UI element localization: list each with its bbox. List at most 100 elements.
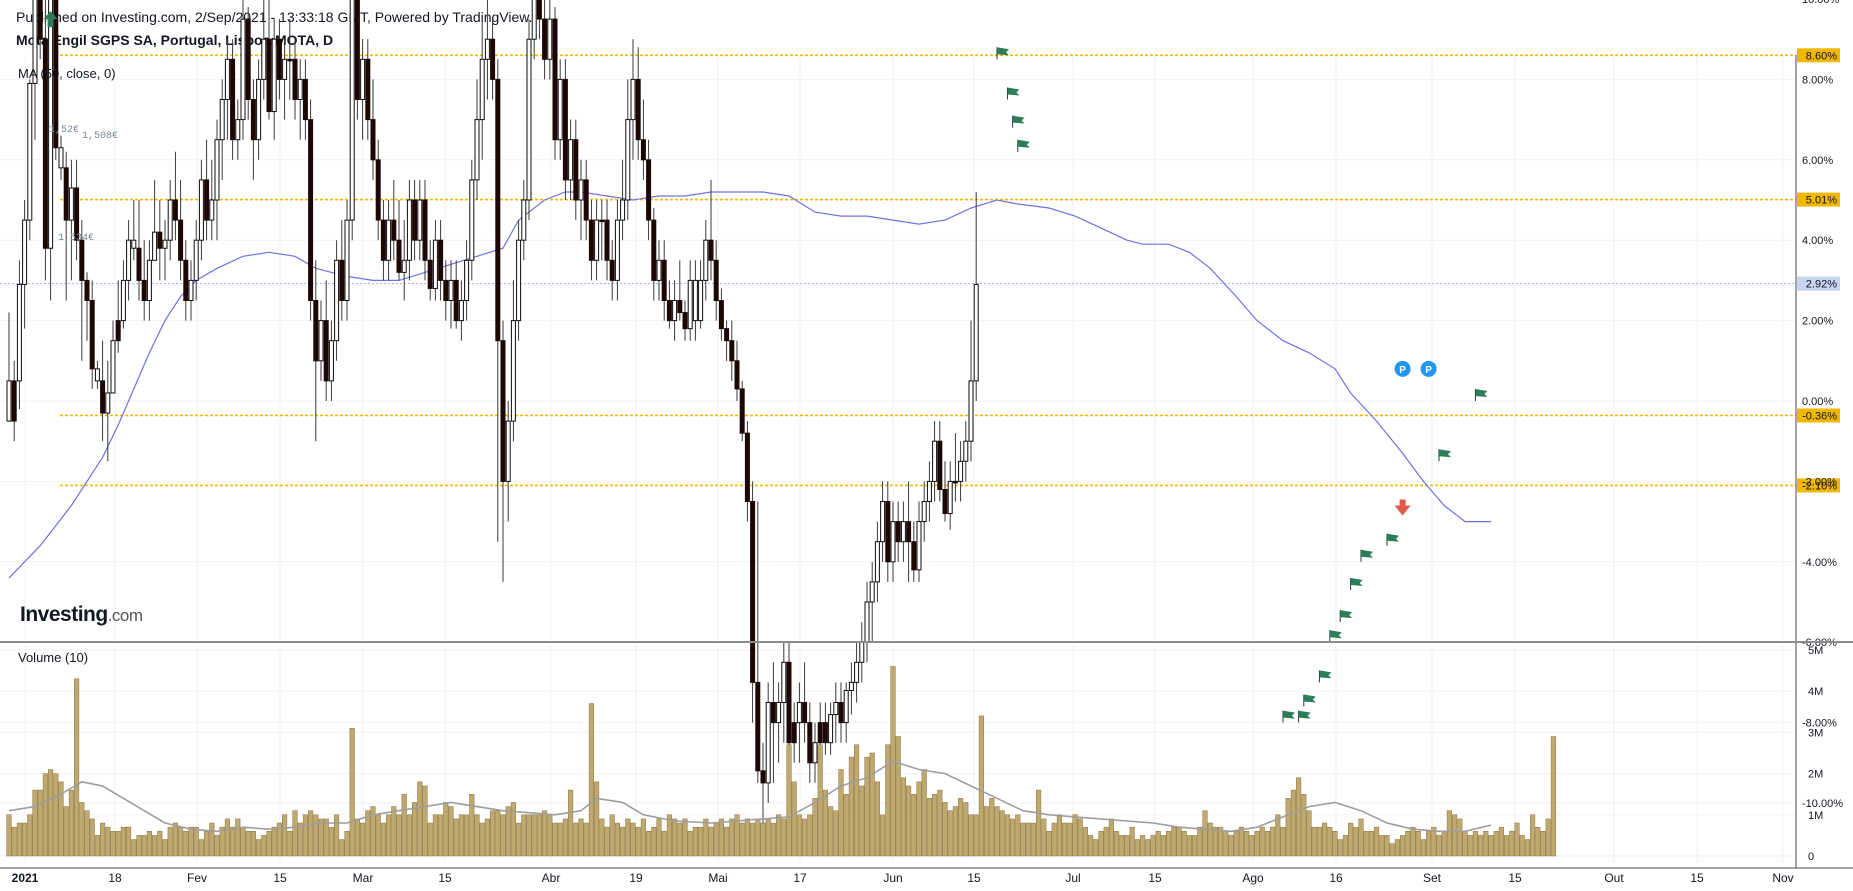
volume-tick-label: 2M (1808, 769, 1823, 781)
volume-bar (276, 822, 282, 857)
candle-body (375, 159, 381, 221)
volume-bar (198, 839, 204, 857)
volume-bar (1056, 814, 1062, 857)
volume-bar (973, 814, 979, 857)
volume-bar (214, 835, 220, 857)
candle-body (890, 521, 896, 563)
investing-logo[interactable]: Investing.com (20, 603, 143, 627)
candle-body (916, 521, 922, 571)
candle-body (235, 119, 241, 141)
volume-bar (1509, 831, 1515, 857)
volume-bar (932, 793, 938, 857)
volume-tick-label: 5M (1808, 645, 1823, 657)
volume-bar (822, 789, 828, 857)
candle-body (146, 259, 152, 301)
volume-bar (869, 752, 875, 857)
candle-body (880, 501, 886, 543)
candle-body (666, 300, 672, 322)
volume-bar (1296, 777, 1302, 857)
candle-body (588, 219, 594, 261)
volume-bar (609, 814, 615, 857)
candle-body (900, 521, 906, 543)
candle-body (37, 0, 43, 40)
volume-bar (422, 785, 428, 857)
volume-bar (947, 810, 953, 857)
volume-bar (240, 826, 246, 857)
candle-body (344, 219, 350, 302)
volume-indicator-label[interactable]: Volume (10) (18, 650, 89, 665)
candle-body (401, 259, 407, 273)
x-tick-label: Ago (1242, 871, 1264, 885)
volume-bar (1332, 831, 1338, 857)
volume-bar (297, 822, 303, 857)
volume-bar (1478, 835, 1484, 857)
volume-bar (765, 818, 771, 857)
volume-bar (859, 785, 865, 857)
candle-body (11, 380, 17, 422)
candle-body (822, 722, 828, 744)
volume-bar (526, 814, 532, 857)
volume-bar (542, 810, 548, 857)
volume-bar (1150, 835, 1156, 857)
volume-bar (37, 789, 43, 857)
volume-bar (48, 769, 54, 857)
volume-bar (308, 810, 314, 857)
logo-main: Investing (20, 603, 108, 626)
candle-body (921, 501, 927, 523)
price-indicator-label[interactable]: MA (50, close, 0) (18, 66, 116, 81)
volume-bar (318, 818, 324, 857)
candle-body (22, 219, 28, 285)
candle-body (188, 279, 194, 301)
candle-body (276, 38, 282, 80)
volume-bar (750, 822, 756, 857)
candle-body (282, 58, 288, 80)
volume-bar (1493, 831, 1499, 857)
candle-body (16, 283, 22, 382)
volume-bar (614, 822, 620, 857)
candle-body (937, 440, 943, 490)
volume-bar (1483, 831, 1489, 857)
candle-body (568, 139, 574, 181)
candle-body (427, 259, 433, 289)
volume-bar (1186, 835, 1192, 857)
x-tick-label: Mar (353, 871, 374, 885)
volume-bar (1077, 818, 1083, 857)
volume-bar (1119, 835, 1125, 857)
volume-bar (1020, 822, 1026, 857)
volume-bar (1348, 822, 1354, 857)
candle-body (786, 661, 792, 744)
volume-bar (63, 806, 69, 857)
candle-body (864, 601, 870, 643)
volume-bar (183, 831, 189, 857)
volume-bar (1025, 822, 1031, 857)
candle-body (505, 420, 511, 482)
candle-body (271, 38, 277, 113)
volume-bar (1301, 793, 1307, 857)
candle-body (708, 239, 714, 261)
volume-bar (146, 831, 152, 857)
volume-bar (58, 781, 64, 857)
volume-bar (282, 814, 288, 857)
volume-bar (833, 810, 839, 857)
volume-bar (646, 831, 652, 857)
volume-bar (1238, 826, 1244, 857)
volume-bar (1462, 831, 1468, 857)
volume-bar (1368, 831, 1374, 857)
candle-body (256, 78, 262, 141)
candle-body (261, 38, 267, 80)
volume-bar (521, 814, 527, 857)
volume-bar (1441, 831, 1447, 857)
candle-body (973, 283, 979, 382)
candle-body (443, 279, 449, 301)
published-note: Published on Investing.com, 2/Sep/2021 -… (16, 9, 533, 25)
volume-bar (1046, 831, 1052, 857)
candle-body (360, 58, 366, 100)
volume-bar (427, 822, 433, 857)
y-tick-label: -4.00% (1802, 557, 1837, 569)
volume-bar (937, 789, 943, 857)
volume-bar (562, 818, 568, 857)
volume-bar (1067, 822, 1073, 857)
volume-bar (1405, 831, 1411, 857)
volume-bar (1212, 826, 1218, 857)
